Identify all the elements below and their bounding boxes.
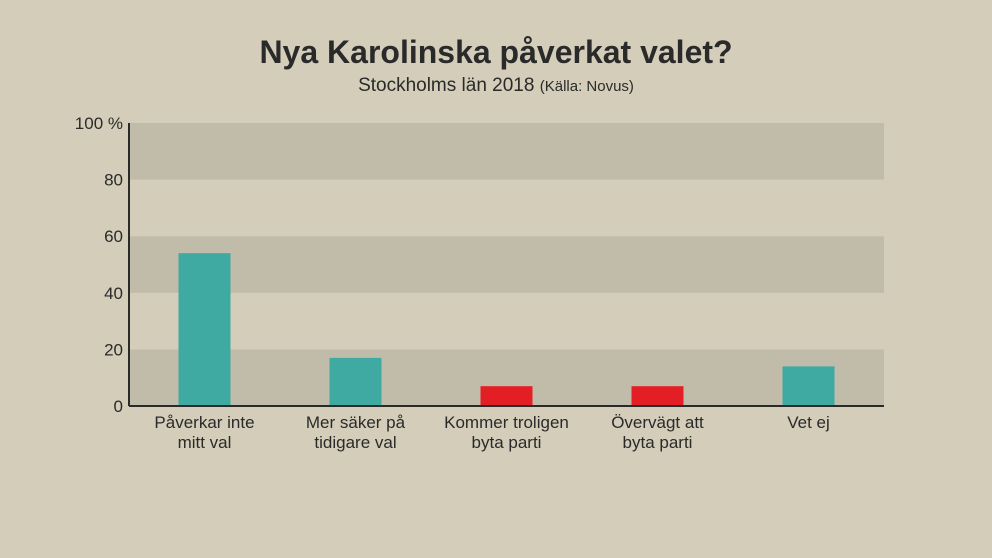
chart-title: Nya Karolinska påverkat valet?	[259, 34, 733, 70]
bars	[178, 253, 835, 406]
bar	[329, 357, 382, 406]
y-tick-label: 60	[104, 227, 123, 246]
x-category-label-line: byta parti	[623, 433, 693, 452]
grid-band	[129, 292, 884, 350]
y-tick-label: 0	[114, 397, 123, 416]
x-category-label-line: Påverkar inte	[154, 413, 254, 432]
chart-subtitle: Stockholms län 2018 (Källa: Novus)	[0, 75, 992, 97]
x-category-label-line: tidigare val	[314, 433, 396, 452]
grid-band	[129, 179, 884, 237]
y-tick-label: 20	[104, 340, 123, 359]
bar	[178, 253, 231, 406]
x-category-label: Mer säker på tidigare val	[306, 413, 406, 452]
grid-bands	[129, 123, 884, 406]
x-category-labels: Påverkar inte mitt val Mer säker på tidigar…	[154, 413, 829, 452]
grid-band	[129, 123, 884, 180]
y-tick-label: 100 %	[75, 114, 123, 133]
source-note: (Källa: Novus)	[539, 78, 634, 95]
bar	[480, 386, 533, 406]
x-category-label-line: byta parti	[472, 433, 542, 452]
x-category-label-line: mitt val	[178, 433, 232, 452]
bar	[631, 386, 684, 406]
x-category-label-line: Vet ej	[787, 413, 830, 432]
axes	[128, 123, 884, 407]
x-category-label: Vet ej	[787, 413, 830, 432]
x-category-label: Övervägt att byta parti	[611, 413, 704, 452]
y-tick-labels: 0 20 40 60 80 100 %	[75, 114, 123, 416]
y-tick-label: 80	[104, 171, 123, 190]
bar	[782, 366, 835, 406]
x-category-label: Kommer troligen byta parti	[444, 413, 569, 452]
y-tick-label: 40	[104, 284, 123, 303]
x-category-label: Påverkar inte mitt val	[154, 413, 254, 452]
x-category-label-line: Mer säker på	[306, 413, 406, 432]
x-category-label-line: Kommer troligen	[444, 413, 569, 432]
x-category-label-line: Övervägt att	[611, 413, 704, 432]
subtitle-text: Stockholms län 2018	[358, 75, 535, 96]
grid-band	[129, 236, 884, 293]
